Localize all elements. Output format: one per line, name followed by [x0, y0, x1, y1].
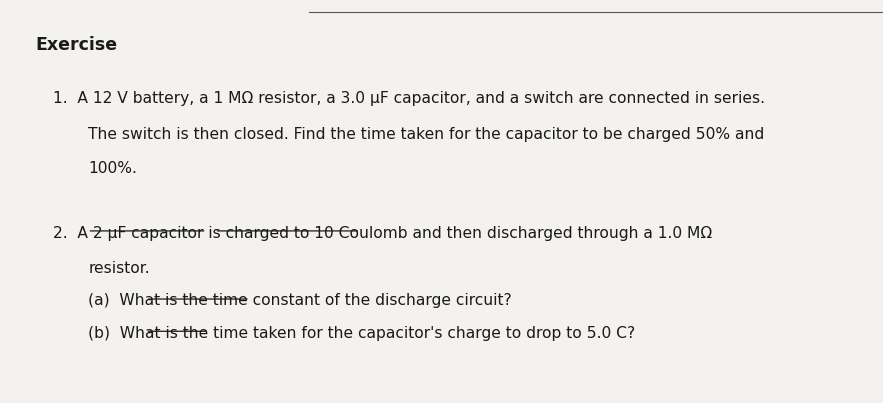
Text: 100%.: 100%. — [88, 161, 137, 176]
Text: 1.  A 12 V battery, a 1 MΩ resistor, a 3.0 μF capacitor, and a switch are connec: 1. A 12 V battery, a 1 MΩ resistor, a 3.… — [53, 91, 765, 106]
Text: The switch is then closed. Find the time taken for the capacitor to be charged 5: The switch is then closed. Find the time… — [88, 127, 765, 142]
Text: resistor.: resistor. — [88, 261, 150, 276]
Text: Exercise: Exercise — [35, 36, 117, 54]
Text: (a)  What is the time constant of the discharge circuit?: (a) What is the time constant of the dis… — [88, 293, 512, 308]
Text: 2.  A 2 μF capacitor is charged to 10 Coulomb and then discharged through a 1.0 : 2. A 2 μF capacitor is charged to 10 Cou… — [53, 226, 713, 241]
Text: (b)  What is the time taken for the capacitor's charge to drop to 5.0 C?: (b) What is the time taken for the capac… — [88, 326, 636, 341]
